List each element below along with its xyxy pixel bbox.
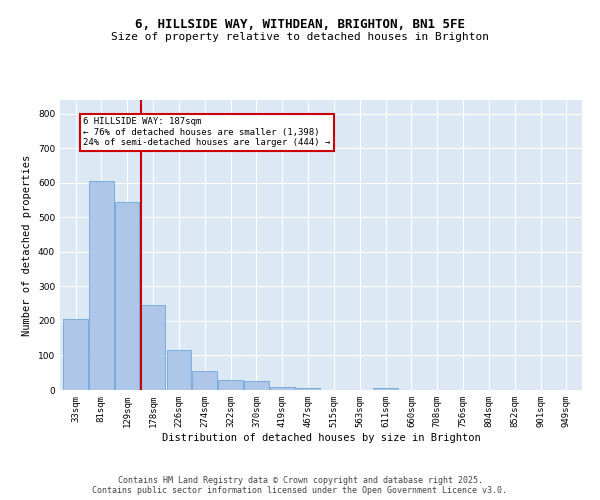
Bar <box>218 380 243 390</box>
Bar <box>244 382 269 390</box>
Bar <box>141 306 166 390</box>
Y-axis label: Number of detached properties: Number of detached properties <box>22 154 32 336</box>
Text: 6 HILLSIDE WAY: 187sqm
← 76% of detached houses are smaller (1,398)
24% of semi-: 6 HILLSIDE WAY: 187sqm ← 76% of detached… <box>83 118 331 147</box>
Bar <box>373 388 398 390</box>
Text: 6, HILLSIDE WAY, WITHDEAN, BRIGHTON, BN1 5FE: 6, HILLSIDE WAY, WITHDEAN, BRIGHTON, BN1… <box>135 18 465 30</box>
Bar <box>193 371 217 390</box>
X-axis label: Distribution of detached houses by size in Brighton: Distribution of detached houses by size … <box>161 432 481 442</box>
Bar <box>296 388 320 390</box>
Bar <box>270 386 295 390</box>
Text: Size of property relative to detached houses in Brighton: Size of property relative to detached ho… <box>111 32 489 42</box>
Text: Contains HM Land Registry data © Crown copyright and database right 2025.
Contai: Contains HM Land Registry data © Crown c… <box>92 476 508 495</box>
Bar <box>89 181 113 390</box>
Bar <box>167 350 191 390</box>
Bar <box>63 319 88 390</box>
Bar <box>115 202 139 390</box>
